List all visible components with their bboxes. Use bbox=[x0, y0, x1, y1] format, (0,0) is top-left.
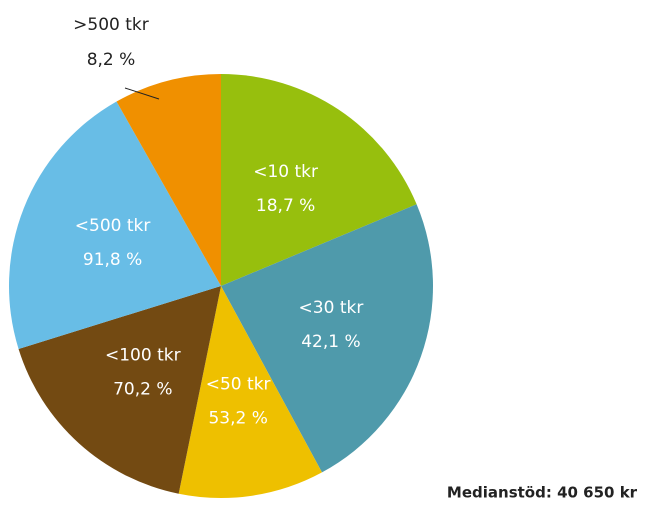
slice-value: 8,2 % bbox=[87, 50, 136, 70]
slice-label: <100 tkr bbox=[105, 345, 181, 365]
pie-slice bbox=[116, 74, 221, 286]
slice-value: 53,2 % bbox=[208, 408, 267, 428]
slice-value: 18,7 % bbox=[256, 196, 315, 216]
slice-label: <10 tkr bbox=[253, 162, 318, 182]
slice-label: <50 tkr bbox=[206, 374, 271, 394]
slice-label: <30 tkr bbox=[299, 298, 364, 318]
pie-slice bbox=[221, 74, 417, 286]
pie-slice bbox=[221, 204, 434, 473]
slice-value: 42,1 % bbox=[301, 332, 360, 352]
slice-label: >500 tkr bbox=[73, 15, 149, 35]
annotation: Medianstöd: 40 650 kr bbox=[447, 484, 638, 502]
pie-slice bbox=[178, 286, 322, 499]
leader-line bbox=[124, 87, 160, 100]
pie-slice bbox=[18, 286, 222, 494]
slice-value: 70,2 % bbox=[113, 379, 172, 399]
slice-value: 91,8 % bbox=[83, 250, 142, 270]
slice-label: <500 tkr bbox=[75, 216, 151, 236]
pie-slice bbox=[8, 101, 221, 349]
